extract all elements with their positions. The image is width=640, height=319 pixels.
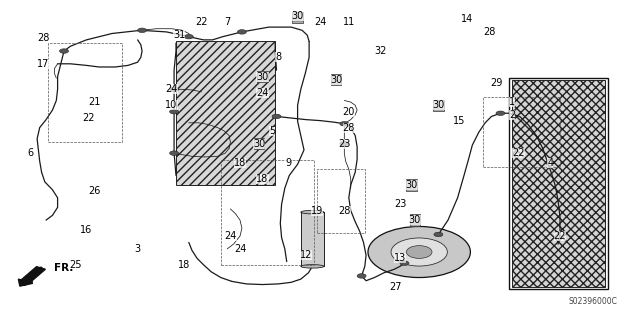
Text: 5: 5 [269,126,275,136]
Circle shape [496,111,505,115]
Text: 20: 20 [342,107,355,117]
Text: FR.: FR. [54,263,73,273]
Text: 28: 28 [483,27,496,37]
Circle shape [138,28,147,33]
Circle shape [237,30,246,34]
Bar [331,74,341,85]
Text: 27: 27 [389,282,402,292]
Text: 30: 30 [405,180,418,190]
Bar [433,100,444,111]
Circle shape [406,246,432,258]
Text: 14: 14 [461,14,474,24]
Text: 17: 17 [37,59,50,69]
Text: S02396000C: S02396000C [569,297,618,306]
Text: 24: 24 [165,84,178,94]
Text: 28: 28 [338,205,351,216]
Text: 30: 30 [408,215,421,225]
Text: 23: 23 [394,199,406,209]
Text: 23: 23 [338,138,351,149]
Circle shape [340,122,349,126]
Ellipse shape [301,265,324,268]
Circle shape [400,261,409,265]
Circle shape [368,226,470,278]
Text: 18: 18 [256,174,269,184]
Circle shape [340,141,349,146]
Text: 13: 13 [394,253,406,263]
Text: 4: 4 [547,158,554,168]
Text: 30: 30 [291,11,304,21]
Text: 30: 30 [432,100,445,110]
Text: 31: 31 [173,30,186,40]
Text: 28: 28 [37,33,50,43]
Bar [512,80,605,287]
Text: 11: 11 [342,17,355,27]
Circle shape [60,49,68,53]
Text: 15: 15 [453,116,466,126]
Text: 7: 7 [224,17,230,27]
Text: 12: 12 [300,250,312,260]
Text: 30: 30 [256,71,269,82]
Text: 22: 22 [512,148,525,158]
Text: 6: 6 [28,148,34,158]
Text: 26: 26 [88,186,101,197]
Circle shape [391,238,447,266]
Text: 30: 30 [330,75,342,85]
FancyArrow shape [19,267,45,286]
Text: 22: 22 [554,231,566,241]
Bar [509,78,608,289]
Text: 21: 21 [88,97,101,107]
Text: 22: 22 [82,113,95,123]
Bar [48,43,122,142]
Circle shape [170,151,179,155]
Bar [292,12,303,23]
Bar [301,212,324,266]
Bar [317,169,365,233]
Bar [254,138,264,149]
Bar [406,179,417,191]
Bar [221,160,314,265]
Text: 10: 10 [165,100,178,110]
Circle shape [357,274,366,278]
Text: 24: 24 [314,17,326,27]
Circle shape [434,232,443,237]
Text: 1: 1 [509,97,515,107]
Text: 18: 18 [234,158,246,168]
Text: 18: 18 [178,260,191,270]
Ellipse shape [301,211,324,214]
Text: 32: 32 [374,46,387,56]
Bar [483,97,560,167]
Text: 24: 24 [234,244,246,254]
Text: 8: 8 [275,52,282,63]
Text: 30: 30 [253,138,266,149]
Bar [257,71,268,82]
Text: 28: 28 [342,122,355,133]
Bar [176,41,275,185]
Text: 22: 22 [195,17,208,27]
Text: 19: 19 [310,205,323,216]
Text: 2: 2 [509,110,515,120]
Text: 16: 16 [80,225,93,235]
Circle shape [272,114,281,119]
Text: 25: 25 [69,260,82,270]
Text: 9: 9 [285,158,291,168]
Text: 24: 24 [256,87,269,98]
Text: 29: 29 [490,78,502,88]
Circle shape [170,109,179,114]
Text: 3: 3 [134,244,141,254]
Text: 24: 24 [224,231,237,241]
Circle shape [170,87,179,92]
Bar [410,214,420,226]
Circle shape [184,34,193,39]
